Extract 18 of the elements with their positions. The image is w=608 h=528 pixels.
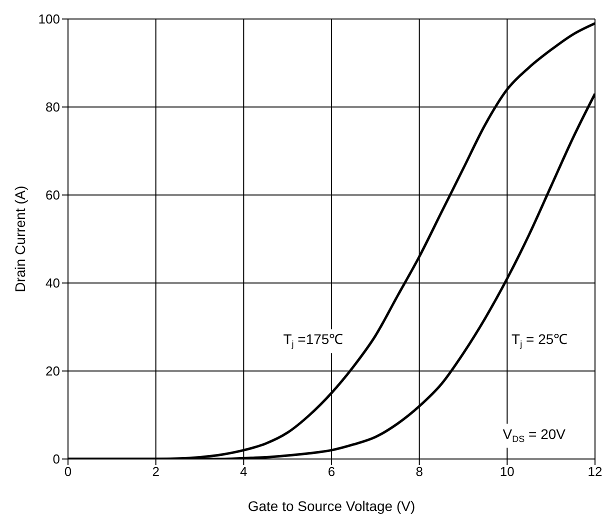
y-tick-label: 60 <box>46 188 60 203</box>
x-tick-label: 10 <box>500 464 514 480</box>
x-tick-label: 0 <box>64 464 72 480</box>
y-tick-label: 40 <box>46 276 60 291</box>
annotation: V$_{DS}$ = 20V <box>502 426 566 444</box>
x-tick-label: 2 <box>152 464 160 480</box>
y-tick-label: 80 <box>46 100 60 115</box>
annotation: T$_{j}$ = 25℃ <box>512 330 568 350</box>
y-axis-title: Drain Current (A) <box>12 186 28 292</box>
y-tick-label: 100 <box>38 12 60 27</box>
x-tick-label: 4 <box>240 464 248 480</box>
x-tick-label: 12 <box>588 464 602 480</box>
x-tick-label: 8 <box>416 464 423 480</box>
x-axis-title: Gate to Source Voltage (V) <box>248 498 416 514</box>
y-tick-label: 20 <box>46 364 60 379</box>
y-tick-label: 0 <box>52 452 60 467</box>
x-tick-label: 6 <box>328 464 336 480</box>
annotation: T$_{j}$ =175℃ <box>283 330 344 350</box>
